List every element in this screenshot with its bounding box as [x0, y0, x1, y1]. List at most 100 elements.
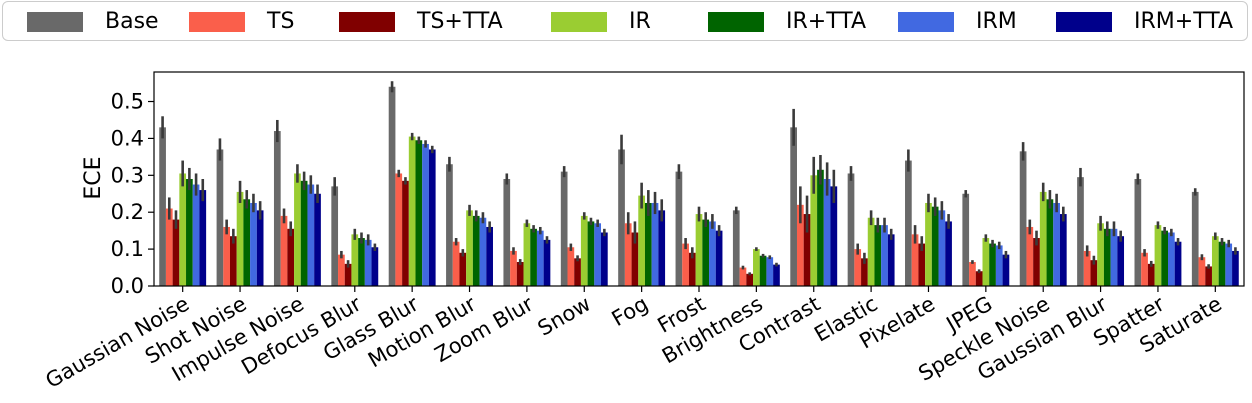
bar-ts-tta-glass-blur	[402, 180, 409, 286]
bar-base-frost	[675, 171, 683, 286]
bar-ts-frost	[682, 243, 689, 286]
bar-ts-tta-impulse-noise	[287, 228, 295, 286]
legend-label-base: Base	[105, 9, 159, 34]
bar-irm-glass-blur	[422, 143, 429, 286]
bar-ir-saturate	[1211, 236, 1219, 286]
bar-irm-spatter	[1168, 232, 1175, 286]
bar-ts-motion-blur	[452, 241, 460, 286]
bar-ir-tta-gaussian-noise	[186, 179, 193, 286]
bar-irm-tta-zoom-blur	[543, 239, 551, 286]
bar-ir-tta-zoom-blur	[530, 228, 537, 286]
bar-irm-tta-pixelate	[945, 221, 952, 286]
legend-swatch-irm-tta	[1056, 12, 1112, 32]
bar-irm-tta-brightness	[773, 264, 780, 286]
bar-base-elastic	[847, 173, 855, 286]
bar-ir-elastic	[867, 217, 875, 286]
bar-irm-zoom-blur	[536, 230, 544, 286]
bar-irm-gaussian-blur	[1110, 228, 1118, 286]
bar-base-gaussian-noise	[159, 127, 166, 286]
bar-ts-speckle-noise	[1026, 226, 1034, 286]
legend-label-ts: TS	[267, 9, 295, 34]
bar-ir-fog	[638, 195, 645, 286]
bar-ts-jpeg	[969, 262, 976, 286]
bar-ts-brightness	[739, 267, 747, 286]
bar-irm-pixelate	[938, 210, 946, 286]
bar-ts-tta-jpeg	[975, 271, 983, 286]
bar-ir-tta-spatter	[1161, 230, 1168, 286]
legend-swatch-irm	[898, 12, 954, 32]
bar-base-pixelate	[905, 160, 912, 286]
bar-ir-shot-noise	[236, 191, 244, 286]
bar-irm-impulse-noise	[307, 184, 315, 286]
bars-layer	[159, 81, 1239, 286]
bar-ts-gaussian-blur	[1083, 250, 1091, 286]
bar-ts-tta-motion-blur	[459, 252, 467, 286]
bar-ts-tta-fog	[631, 232, 639, 286]
bar-ir-spatter	[1154, 225, 1162, 286]
bar-ir-tta-brightness	[759, 255, 767, 286]
bar-ir-speckle-noise	[1039, 191, 1047, 286]
bar-ts-saturate	[1198, 257, 1206, 286]
legend-label-ir: IR	[629, 9, 651, 34]
bar-irm-defocus-blur	[364, 239, 372, 286]
bar-ts-tta-defocus-blur	[344, 263, 352, 286]
bar-ir-tta-defocus-blur	[358, 238, 365, 286]
bar-irm-tta-jpeg	[1002, 254, 1010, 286]
bar-ts-tta-snow	[574, 258, 581, 286]
legend-swatch-ir	[551, 12, 607, 32]
bar-base-defocus-blur	[331, 186, 339, 286]
bar-base-snow	[560, 171, 568, 286]
bar-ir-jpeg	[982, 238, 990, 286]
bar-ts-zoom-blur	[510, 250, 517, 286]
bar-base-shot-noise	[216, 149, 224, 286]
bar-irm-tta-gaussian-blur	[1117, 236, 1125, 286]
bar-ir-brightness	[753, 249, 760, 286]
bar-base-brightness	[732, 210, 740, 286]
bar-ts-snow	[567, 247, 575, 286]
bar-ts-tta-elastic	[861, 258, 868, 286]
bar-irm-motion-blur	[479, 217, 487, 286]
bar-ts-glass-blur	[395, 173, 403, 286]
bar-irm-tta-spatter	[1174, 241, 1182, 286]
bar-base-zoom-blur	[503, 179, 511, 286]
bar-ir-motion-blur	[466, 210, 473, 286]
y-axis-title: ECE	[81, 156, 106, 199]
y-tick-label-0-5: 0.5	[111, 90, 144, 114]
bar-ir-tta-pixelate	[931, 206, 939, 286]
bar-irm-tta-impulse-noise	[314, 193, 321, 286]
bar-irm-jpeg	[995, 245, 1003, 286]
bar-ir-snow	[580, 215, 588, 286]
legend-swatch-ts	[189, 12, 245, 32]
bar-irm-elastic	[881, 225, 888, 286]
bar-ir-tta-contrast	[817, 169, 824, 286]
bar-irm-tta-shot-noise	[256, 210, 264, 286]
bar-ir-defocus-blur	[351, 234, 359, 286]
legend-label-ir-tta: IR+TTA	[786, 9, 867, 34]
bar-ts-tta-shot-noise	[230, 236, 237, 286]
bar-ir-frost	[695, 214, 703, 286]
bar-ts-defocus-blur	[338, 254, 345, 286]
bar-ir-tta-shot-noise	[243, 199, 251, 286]
bar-ts-tta-spatter	[1147, 263, 1155, 286]
bar-ts-fog	[624, 223, 632, 286]
bar-irm-tta-motion-blur	[486, 226, 493, 286]
bar-ir-impulse-noise	[294, 173, 301, 286]
bar-ir-tta-gaussian-blur	[1103, 228, 1111, 286]
bar-base-gaussian-blur	[1077, 177, 1084, 286]
bar-base-glass-blur	[388, 86, 396, 286]
bar-base-fog	[618, 149, 625, 286]
bar-ts-tta-gaussian-blur	[1090, 260, 1098, 286]
bar-ir-tta-motion-blur	[472, 215, 480, 286]
bar-ir-tta-elastic	[874, 225, 882, 286]
bar-ir-pixelate	[925, 202, 932, 286]
bar-ts-tta-pixelate	[918, 243, 926, 286]
bar-base-spatter	[1134, 179, 1142, 286]
y-tick-label-0-4: 0.4	[111, 126, 144, 150]
bar-irm-tta-glass-blur	[428, 149, 436, 286]
bar-base-impulse-noise	[273, 131, 281, 286]
bar-irm-tta-saturate	[1232, 250, 1239, 286]
bar-ir-gaussian-blur	[1097, 223, 1104, 286]
bar-base-speckle-noise	[1019, 151, 1027, 286]
chart-legend: Base TS TS+TTA IR IR+TTA IRM IRM+TTA	[2, 1, 1248, 41]
